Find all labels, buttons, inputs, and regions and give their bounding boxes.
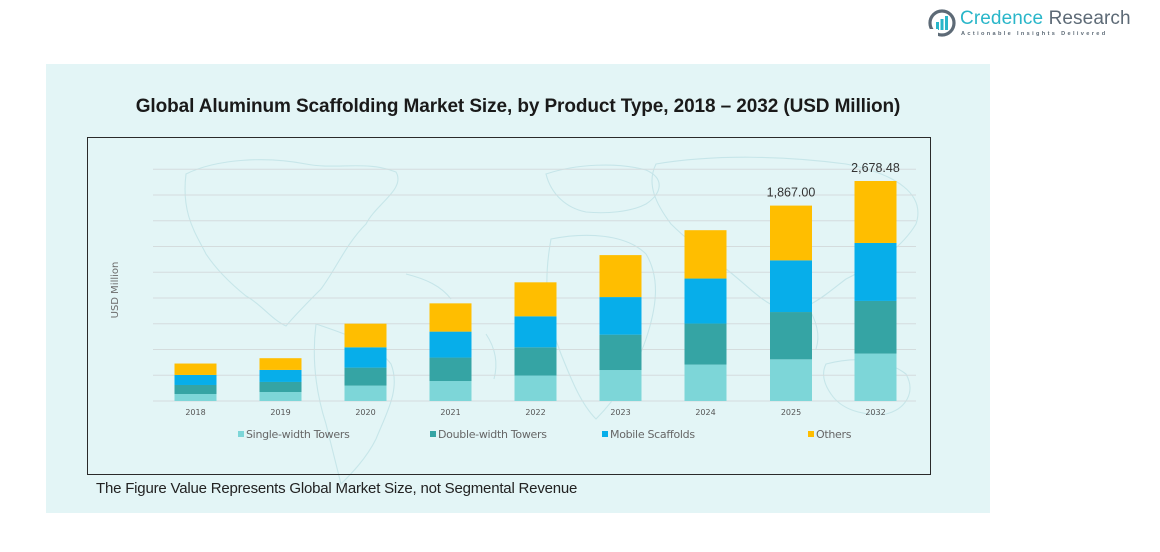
bar-segment-double-width-towers-2019 [259,381,302,392]
legend-swatch [602,431,608,437]
footnote: The Figure Value Represents Global Marke… [96,480,578,497]
data-labels: 1,867.00 2,678.48 [767,161,900,200]
legend-item-mobile-scaffolds: Mobile Scaffolds [602,428,696,441]
bar-segment-mobile-scaffolds-2021 [429,331,472,358]
bar-segment-mobile-scaffolds-2023 [599,297,642,335]
legend-label: Mobile Scaffolds [610,428,695,441]
bar-group-2020 [344,323,387,401]
bar-group-2018 [174,363,217,401]
bar-segment-mobile-scaffolds-2032 [854,242,897,301]
bar-segment-mobile-scaffolds-2019 [259,369,302,382]
bar-segment-others-2020 [344,323,387,348]
bar-segment-others-2019 [259,358,302,370]
bar-segment-mobile-scaffolds-2025 [770,260,812,313]
bar-segment-double-width-towers-2032 [854,300,897,354]
data-label-2025: 1,867.00 [767,186,816,200]
bar-group-2025 [770,205,812,401]
bar-segment-mobile-scaffolds-2018 [174,374,217,385]
bar-segment-single-width-towers-2025 [770,359,812,401]
bar-segment-others-2025 [770,205,812,261]
bar-segment-double-width-towers-2018 [174,384,217,394]
legend-item-single-width-towers: Single-width Towers [238,428,350,441]
bar-segment-single-width-towers-2021 [429,381,472,401]
x-tick-label: 2018 [185,408,205,417]
x-tick-label: 2019 [270,408,290,417]
bar-segment-double-width-towers-2022 [514,347,557,376]
bar-segment-mobile-scaffolds-2024 [684,278,727,324]
chart-panel: Global Aluminum Scaffolding Market Size,… [46,64,990,513]
bar-segment-single-width-towers-2023 [599,370,642,401]
bar-segment-double-width-towers-2020 [344,367,387,386]
bar-segment-others-2024 [684,230,727,279]
legend-label: Single-width Towers [246,428,350,441]
legend-item-double-width-towers: Double-width Towers [430,428,548,441]
bar-group-2023 [599,255,642,401]
legend-label: Double-width Towers [438,428,547,441]
x-tick-label: 2025 [781,408,801,417]
bar-segment-single-width-towers-2024 [684,364,727,401]
chart-title: Global Aluminum Scaffolding Market Size,… [135,96,901,117]
legend-swatch [808,431,814,437]
bar-segment-single-width-towers-2018 [174,393,217,401]
bar-group-2032 [854,181,897,401]
bar-group-2021 [429,303,472,401]
legend-swatch [238,431,244,437]
bar-segment-double-width-towers-2021 [429,357,472,382]
bar-segment-single-width-towers-2019 [259,391,302,401]
bar-segment-others-2021 [429,303,472,332]
legend-item-others: Others [808,428,852,441]
brand-name: Credence Research [960,8,1131,29]
x-tick-label: 2021 [440,408,460,417]
bar-segment-mobile-scaffolds-2022 [514,316,557,348]
bar-chart-logo-icon [928,9,956,37]
y-axis-label: USD Million [110,262,121,319]
legend-label: Others [816,428,852,441]
chart-frame [87,137,931,475]
brand-tagline: Actionable Insights Delivered [961,31,1108,37]
x-tick-label: 2024 [695,408,715,417]
legend: Single-width Towers Double-width Towers Mo… [238,428,852,441]
bar-segment-single-width-towers-2022 [514,375,557,401]
bar-segment-double-width-towers-2024 [684,323,727,365]
data-label-2032: 2,678.48 [851,161,900,175]
bar-segment-double-width-towers-2023 [599,334,642,371]
bar-segment-single-width-towers-2020 [344,385,387,401]
x-tick-label: 2020 [355,408,375,417]
stacked-bar-chart: 2018 2019 2020 2021 2022 2023 2024 2025 2032 1,8… [110,161,916,441]
bar-segment-single-width-towers-2032 [854,353,897,401]
legend-swatch [430,431,436,437]
x-tick-label: 2022 [525,408,545,417]
bar-segment-double-width-towers-2025 [770,312,812,360]
brand-logo: Credence Research Actionable Insights De… [926,6,1131,42]
bars [174,181,897,401]
bar-group-2024 [684,230,727,401]
bar-segment-others-2023 [599,255,642,298]
bar-group-2019 [259,358,302,401]
x-tick-label: 2032 [865,408,885,417]
bar-segment-others-2032 [854,181,897,243]
x-tick-label: 2023 [610,408,630,417]
x-axis-tick-labels: 2018 2019 2020 2021 2022 2023 2024 2025 2032 [185,408,885,417]
bar-group-2022 [514,282,557,401]
bar-segment-others-2018 [174,363,217,375]
bar-segment-mobile-scaffolds-2020 [344,347,387,368]
bar-segment-others-2022 [514,282,557,317]
